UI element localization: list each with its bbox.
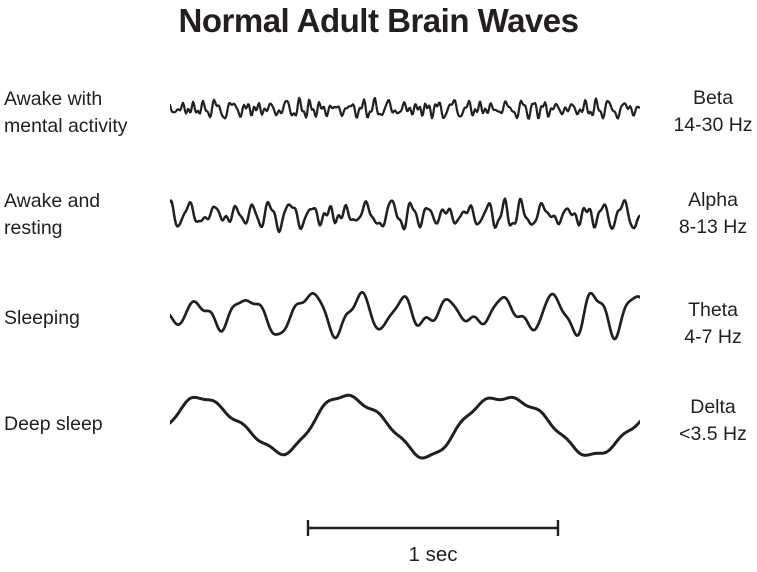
- time-scale-label: 1 sec: [408, 543, 458, 566]
- state-label-deep-sleep: Deep sleep: [4, 413, 103, 435]
- band-name-delta: Delta: [690, 396, 736, 418]
- state-label-awake-resting: Awake and resting: [4, 190, 101, 239]
- band-label-alpha: Alpha 8-13 Hz: [653, 187, 757, 241]
- band-label-theta: Theta 4-7 Hz: [653, 297, 757, 351]
- band-label-delta: Delta <3.5 Hz: [653, 394, 757, 448]
- band-frequency-delta: <3.5 Hz: [679, 423, 747, 445]
- beta-wave-path: [170, 96, 640, 120]
- state-label-sleeping: Sleeping: [4, 307, 80, 329]
- band-frequency-beta: 14-30 Hz: [673, 114, 753, 136]
- band-frequency-alpha: 8-13 Hz: [678, 216, 748, 238]
- delta-wave-path: [170, 393, 640, 460]
- diagram-title: Normal Adult Brain Waves: [178, 2, 579, 39]
- alpha-wave-path: [170, 197, 640, 234]
- state-label-awake-mental: Awake with mental activity: [4, 88, 128, 137]
- theta-wave-path: [170, 290, 640, 341]
- band-name-beta: Beta: [692, 87, 734, 109]
- theta-wave-trace: [170, 290, 640, 341]
- band-name-alpha: Alpha: [688, 189, 738, 211]
- delta-wave-trace: [170, 393, 640, 460]
- band-frequency-theta: 4-7 Hz: [684, 326, 742, 348]
- beta-wave-trace: [170, 96, 640, 120]
- band-name-theta: Theta: [688, 299, 738, 321]
- time-scale-bar: [306, 520, 560, 536]
- alpha-wave-trace: [170, 197, 640, 234]
- band-label-beta: Beta 14-30 Hz: [653, 85, 757, 139]
